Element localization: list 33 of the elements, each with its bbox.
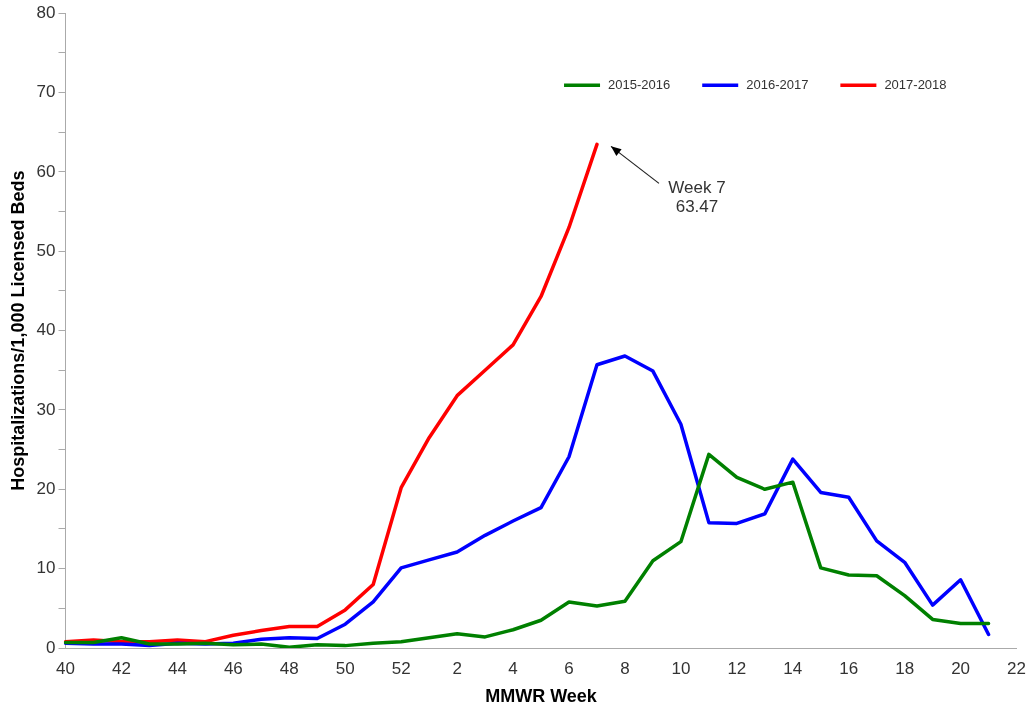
x-tick-label: 44 (167, 658, 187, 678)
legend-label: 2015-2016 (608, 76, 671, 92)
x-tick-label: 18 (895, 658, 915, 678)
x-tick-label: 52 (391, 658, 411, 678)
x-tick-label: 48 (279, 658, 299, 678)
x-tick-label: 46 (223, 658, 243, 678)
y-tick-label: 40 (36, 320, 56, 340)
x-tick-label: 14 (783, 658, 803, 678)
x-tick-label: 2 (452, 658, 462, 678)
y-tick-label: 0 (46, 637, 56, 657)
x-tick-label: 6 (564, 658, 574, 678)
x-axis-title: MMWR Week (485, 686, 598, 707)
y-tick-label: 10 (36, 558, 56, 578)
y-tick-label: 50 (36, 240, 56, 260)
y-tick-label: 80 (36, 2, 56, 22)
x-tick-label: 12 (727, 658, 747, 678)
legend-label: 2016-2017 (746, 76, 809, 92)
legend-label: 2017-2018 (884, 76, 947, 92)
x-tick-label: 10 (671, 658, 691, 678)
x-tick-label: 50 (335, 658, 355, 678)
y-tick-label: 70 (36, 82, 56, 102)
x-tick-label: 8 (620, 658, 630, 678)
x-tick-label: 40 (56, 658, 75, 678)
x-tick-label: 22 (1007, 658, 1027, 678)
x-tick-label: 4 (508, 658, 518, 678)
x-tick-label: 20 (951, 658, 971, 678)
y-tick-label: 20 (36, 478, 56, 498)
y-tick-label: 60 (36, 161, 56, 181)
x-tick-label: 16 (839, 658, 859, 678)
x-tick-label: 42 (111, 658, 131, 678)
y-tick-label: 30 (36, 399, 56, 419)
annotation: Week 7 63.47 (668, 177, 726, 216)
y-axis-title: Hospitalizations/1,000 Licensed Beds (7, 170, 28, 491)
